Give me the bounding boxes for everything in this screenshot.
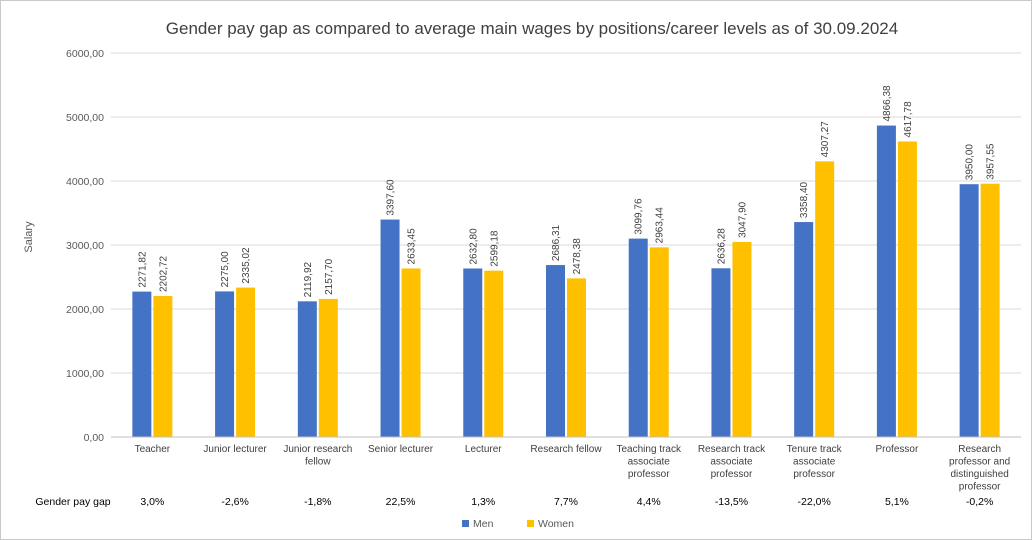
x-tick-label: Lecturer (465, 444, 502, 455)
bar-women (567, 278, 586, 437)
gender-pay-gap-value: -13,5% (715, 496, 748, 508)
chart-title: Gender pay gap as compared to average ma… (166, 19, 898, 38)
data-label: 3358,40 (799, 181, 810, 218)
data-label: 3099,76 (634, 198, 645, 235)
data-label: 2271,82 (137, 251, 148, 288)
y-tick-label: 0,00 (84, 432, 105, 444)
data-label: 2963,44 (655, 207, 666, 244)
data-label: 2633,45 (407, 228, 418, 265)
bar-women (484, 270, 504, 437)
x-tick-label: Research professor and distinguished profes… (949, 444, 1010, 493)
data-label: 3950,00 (965, 144, 976, 181)
gender-pay-gap-value: -2,6% (221, 496, 248, 508)
data-label: 4307,27 (820, 121, 831, 158)
legend-swatch-women (527, 520, 534, 527)
x-tick-label: Research fellow (530, 444, 602, 455)
x-tick-label: Tenure track associate professor (787, 444, 843, 480)
legend-label-men: Men (473, 518, 494, 530)
y-tick-label: 2000,00 (66, 304, 104, 316)
y-tick-label: 5000,00 (66, 112, 104, 124)
bar-men (132, 291, 152, 437)
x-tick-label: Junior lecturer (203, 444, 267, 455)
x-tick-label: Professor (876, 444, 919, 455)
bar-men (794, 222, 814, 437)
bar-men (959, 184, 979, 437)
data-label: 2275,00 (220, 251, 231, 288)
data-label: 3397,60 (386, 179, 397, 216)
bar-women (153, 296, 173, 437)
gender-pay-gap-value: 5,1% (885, 496, 909, 508)
bar-women (815, 161, 835, 437)
bar-men (380, 219, 400, 437)
bar-men (297, 301, 317, 437)
y-tick-label: 1000,00 (66, 368, 104, 380)
bar-women (980, 183, 1000, 437)
bar-men (215, 291, 235, 437)
data-label: 2335,02 (241, 247, 252, 284)
gender-pay-gap-row: Gender pay gap 3,0% -2,6% -1,8% 22,5% 1,3% 7,7… (35, 496, 993, 508)
bar-women (318, 298, 338, 437)
data-label: 2636,28 (716, 228, 727, 265)
data-label: 4617,78 (903, 101, 914, 138)
bar-men (628, 238, 648, 437)
gridlines: 0,00 1000,00 2000,00 3000,00 4000,00 5000,00 6… (66, 48, 1021, 444)
gender-pay-gap-label: Gender pay gap (35, 496, 110, 508)
data-label: 2478,38 (572, 238, 583, 275)
data-label: 2632,80 (468, 228, 479, 265)
gender-pay-gap-value: 1,3% (471, 496, 495, 508)
bar-men (711, 268, 731, 437)
data-label: 2599,18 (489, 230, 500, 267)
data-label: 3047,90 (737, 201, 748, 238)
bar-women (897, 141, 917, 437)
legend: Men Women (462, 518, 574, 530)
bar-men (463, 268, 483, 437)
data-label: 2686,31 (551, 224, 562, 261)
bar-women (236, 287, 256, 437)
x-tick-label: Teacher (135, 444, 171, 455)
data-label: 3957,55 (986, 143, 997, 180)
y-tick-label: 3000,00 (66, 240, 104, 252)
bar-men (876, 125, 896, 437)
bar-women (732, 241, 752, 437)
bar-women (401, 268, 421, 437)
gender-pay-gap-value: 4,4% (637, 496, 661, 508)
x-tick-label: Junior research fellow (283, 444, 352, 468)
gender-pay-gap-value: 3,0% (140, 496, 164, 508)
gender-pay-gap-value: -1,8% (304, 496, 331, 508)
x-tick-label: Senior lecturer (368, 444, 434, 455)
bar-women (649, 247, 669, 437)
y-axis-label: Salary (23, 221, 35, 253)
data-label: 2202,72 (158, 255, 169, 292)
gender-pay-gap-value: -0,2% (966, 496, 993, 508)
gender-pay-gap-value: -22,0% (798, 496, 831, 508)
data-label: 2157,70 (324, 258, 335, 295)
gender-pay-gap-value: 7,7% (554, 496, 578, 508)
bar-men (546, 265, 565, 437)
legend-swatch-men (462, 520, 469, 527)
x-axis: Teacher Junior lecturer Junior research fel… (111, 436, 1021, 493)
data-label: 4866,38 (882, 85, 893, 122)
bars: 2271,82 2275,00 2119,92 3397,60 2632,80 2686,… (132, 85, 1000, 437)
y-tick-label: 4000,00 (66, 176, 104, 188)
legend-label-women: Women (538, 518, 574, 530)
y-tick-label: 6000,00 (66, 48, 104, 60)
x-tick-label: Research track associate professor (698, 444, 766, 480)
gender-pay-gap-value: 22,5% (386, 496, 416, 508)
x-tick-label: Teaching track associate professor (616, 444, 681, 480)
data-label: 2119,92 (303, 261, 314, 297)
